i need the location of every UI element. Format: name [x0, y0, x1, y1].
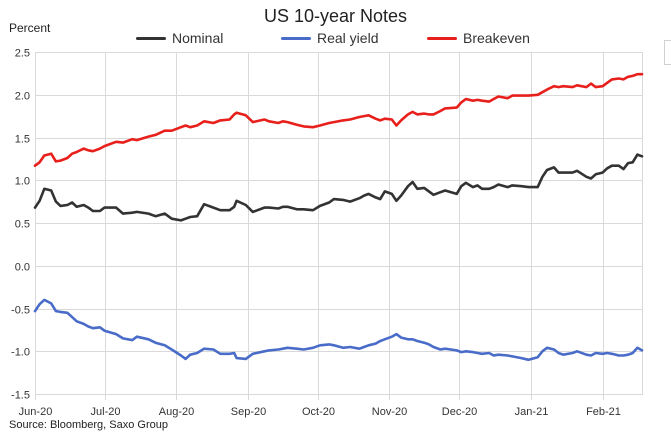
y-tick-label: -0.5 [11, 305, 30, 317]
legend-swatch-breakeven [427, 36, 457, 40]
y-tick-label: 2.0 [15, 91, 30, 103]
legend-label-breakeven: Breakeven [463, 30, 530, 46]
source-note: Source: Bloomberg, Saxo Group [9, 419, 168, 431]
legend-label-real-yield: Real yield [317, 30, 379, 46]
y-tick-label: 0.5 [15, 219, 30, 231]
y-tick-label: -1.0 [11, 347, 30, 359]
chart-title: US 10-year Notes [263, 6, 408, 26]
series-layer [33, 72, 644, 362]
window-edge-handle [664, 40, 671, 65]
legend-item-real-yield: Real yield [281, 30, 378, 46]
x-tick-label: Jun-20 [19, 406, 53, 418]
y-tick-label: 1.5 [15, 134, 30, 146]
tick-layer: 2.5 2.0 1.5 1.0 0.5 0.0 -0.5 -1.0 -1.5 Jun-20 Jul-… [11, 48, 621, 419]
x-tick-label: Aug-20 [159, 406, 194, 418]
legend-item-breakeven: Breakeven [427, 30, 530, 46]
y-tick-label: -1.5 [11, 390, 30, 402]
legend-item-nominal: Nominal [136, 30, 223, 46]
legend-swatch-real-yield [281, 36, 311, 40]
legend-swatch-nominal [136, 36, 166, 40]
x-tick-label: Nov-20 [372, 406, 407, 418]
x-tick-label: Sep-20 [231, 406, 266, 418]
grid-layer [35, 52, 643, 400]
x-tick-label: Dec-20 [442, 406, 477, 418]
x-tick-label: Jul-20 [91, 406, 121, 418]
plot-frame [35, 52, 643, 395]
series-line-breakeven [33, 72, 644, 167]
y-axis-unit-label: Percent [9, 21, 51, 35]
y-tick-label: 0.0 [15, 262, 30, 274]
legend-label-nominal: Nominal [172, 30, 224, 46]
x-tick-label: Oct-20 [302, 406, 335, 418]
y-tick-label: 1.0 [15, 176, 30, 188]
chart-legend: Nominal Real yield Breakeven [0, 30, 671, 48]
x-tick-label: Feb-21 [586, 406, 621, 418]
y-tick-label: 2.5 [15, 48, 30, 60]
series-line-real-yield [33, 298, 644, 362]
series-line-nominal [33, 153, 644, 222]
x-tick-label: Jan-21 [515, 406, 549, 418]
